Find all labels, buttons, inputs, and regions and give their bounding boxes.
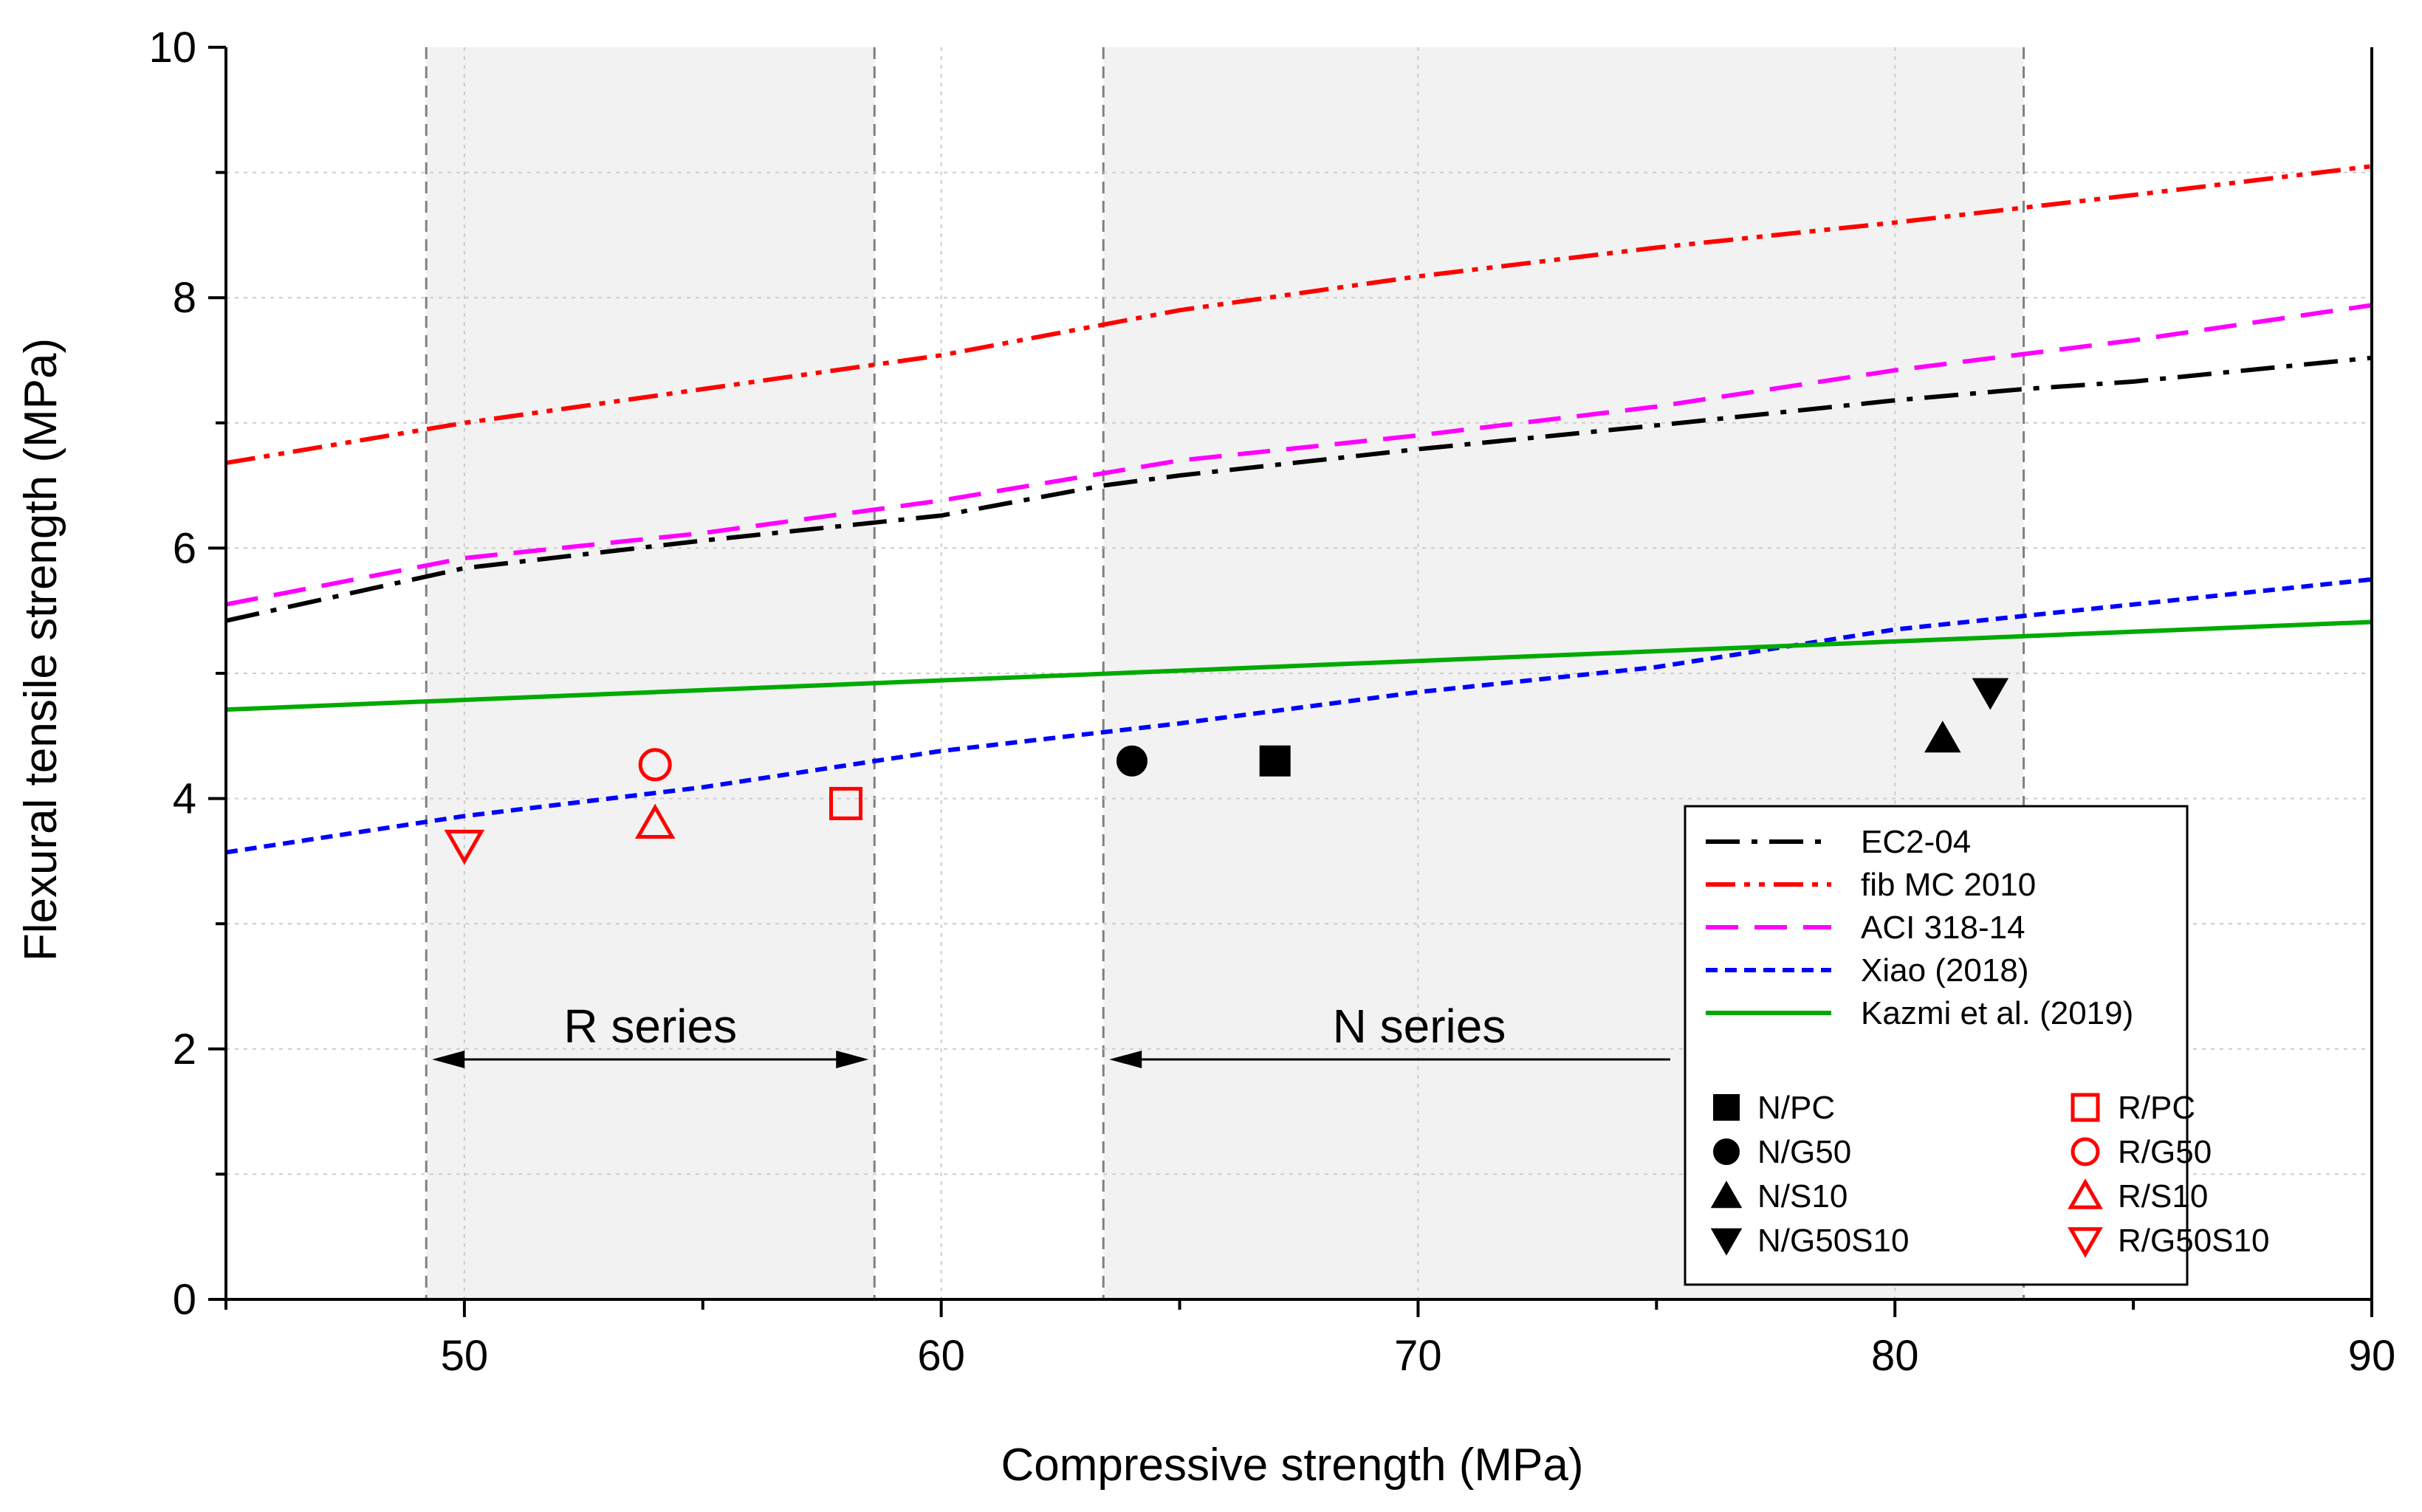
x-tick-label-50: 50 — [441, 1332, 489, 1380]
legend-point-label-n-pc: N/PC — [1757, 1090, 1835, 1126]
y-axis-title: Flexural tensile strength (MPa) — [16, 338, 66, 961]
curve-fib-mc-2010 — [225, 164, 2373, 466]
legend: EC2-04 fib MC 2010 ACI 318-14 Xiao (2018) Ka… — [1684, 805, 2269, 1286]
y-tick-label-8: 8 — [173, 274, 196, 322]
legend-marker-r-pc — [2071, 1093, 2100, 1122]
n-series-label: N series — [1333, 1000, 1506, 1053]
n-series-arrowhead-left — [1109, 1051, 1142, 1068]
legend-point-label-n-s10: N/S10 — [1757, 1178, 1848, 1214]
legend-marker-n-s10 — [1710, 1181, 1743, 1209]
legend-box — [1684, 805, 2189, 1286]
legend-point-label-n-g50: N/G50 — [1757, 1134, 1851, 1170]
series-regions — [425, 47, 2025, 1299]
legend-label-kazmi-et-al-2019-: Kazmi et al. (2019) — [1861, 995, 2133, 1031]
y-tick-label-4: 4 — [173, 775, 196, 823]
x-tick-label-80: 80 — [1871, 1332, 1919, 1380]
point-n-g50 — [1116, 745, 1147, 777]
curve-aci-318-14 — [225, 303, 2373, 607]
legend-point-label-r-g50: R/G50 — [2118, 1134, 2212, 1170]
curve-ec2-04 — [225, 355, 2373, 623]
legend-point-label-r-pc: R/PC — [2118, 1090, 2195, 1126]
legend-label-xiao-2018-: Xiao (2018) — [1861, 952, 2028, 989]
grid — [226, 47, 2372, 1299]
legend-marker-r-g50 — [2071, 1137, 2100, 1166]
legend-marker-r-g50s10 — [2068, 1227, 2103, 1258]
point-n-s10 — [1924, 721, 1961, 753]
legend-label-fib-mc-2010: fib MC 2010 — [1861, 867, 2036, 903]
r-series-label: R series — [563, 1000, 737, 1053]
legend-point-label-r-s10: R/S10 — [2118, 1178, 2208, 1214]
y-tick-label-2: 2 — [173, 1025, 196, 1073]
r-series-arrowhead-left — [432, 1051, 465, 1068]
x-tick-label-90: 90 — [2348, 1332, 2396, 1380]
legend-marker-r-s10 — [2068, 1178, 2103, 1209]
y-tick-label-10: 10 — [148, 24, 196, 72]
legend-point-label-n-g50s10: N/G50S10 — [1757, 1223, 1909, 1259]
y-tick-label-0: 0 — [173, 1276, 196, 1324]
point-n-pc — [1259, 745, 1291, 777]
x-tick-label-60: 60 — [917, 1332, 965, 1380]
region-annotations: R series N series — [432, 1000, 1670, 1068]
x-tick-label-70: 70 — [1394, 1332, 1442, 1380]
point-r-g50 — [638, 748, 672, 782]
point-r-pc — [829, 786, 863, 820]
data-points — [444, 678, 2009, 865]
curve-kazmi-et-al-2019- — [225, 619, 2373, 712]
point-r-s10 — [634, 803, 676, 839]
legend-marker-n-g50s10 — [1710, 1228, 1743, 1256]
r-series-arrowhead-right — [836, 1051, 869, 1068]
legend-marker-n-g50 — [1713, 1138, 1740, 1165]
point-n-g50s10 — [1972, 678, 2009, 710]
tick-labels: 50 60 70 80 90 0 2 4 6 8 10 — [148, 24, 2395, 1380]
y-tick-label-6: 6 — [173, 524, 196, 572]
legend-label-aci-318-14: ACI 318-14 — [1861, 910, 2025, 946]
point-r-g50s10 — [444, 829, 485, 865]
x-axis-title: Compressive strength (MPa) — [1001, 1440, 1583, 1491]
legend-marker-n-pc — [1713, 1094, 1740, 1121]
legend-label-ec2-04: EC2-04 — [1861, 824, 1971, 860]
legend-point-label-r-g50s10: R/G50S10 — [2118, 1223, 2269, 1259]
model-curves — [225, 164, 2373, 855]
curve-xiao-2018- — [225, 577, 2373, 855]
